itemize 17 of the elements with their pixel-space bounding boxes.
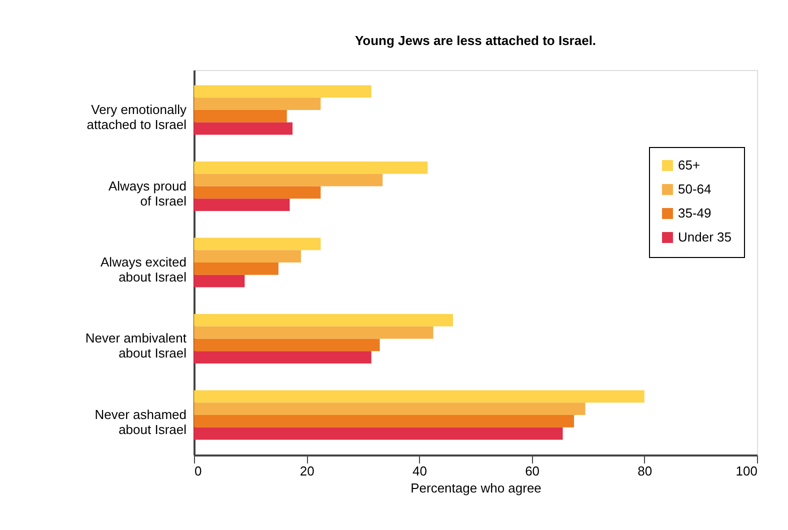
y-tick-label: Always proud of Israel [108, 178, 187, 208]
legend-label: 50-64 [678, 182, 712, 196]
x-tick-label: 0 [194, 464, 202, 478]
x-axis-title: Percentage who agree [410, 480, 542, 496]
y-tick-label: Never ambivalent about Israel [85, 330, 187, 361]
x-tick-label: 80 [638, 464, 652, 478]
chart-title: Young Jews are less attached to Israel. [354, 33, 596, 48]
y-tick-label: Always excited about Israel [100, 254, 187, 284]
y-tick-label: Never ashamed about Israel [94, 406, 187, 437]
legend-label: 35-49 [678, 206, 712, 220]
y-tick-label: Very emotionally attached to Israel [86, 102, 187, 132]
x-tick-label: 40 [412, 464, 427, 478]
legend-label: 65+ [678, 158, 700, 172]
legend-label: Under 35 [678, 230, 732, 244]
x-tick-label: 20 [300, 464, 314, 478]
x-tick-label: 60 [525, 464, 540, 478]
x-tick-label: 100 [736, 464, 758, 478]
